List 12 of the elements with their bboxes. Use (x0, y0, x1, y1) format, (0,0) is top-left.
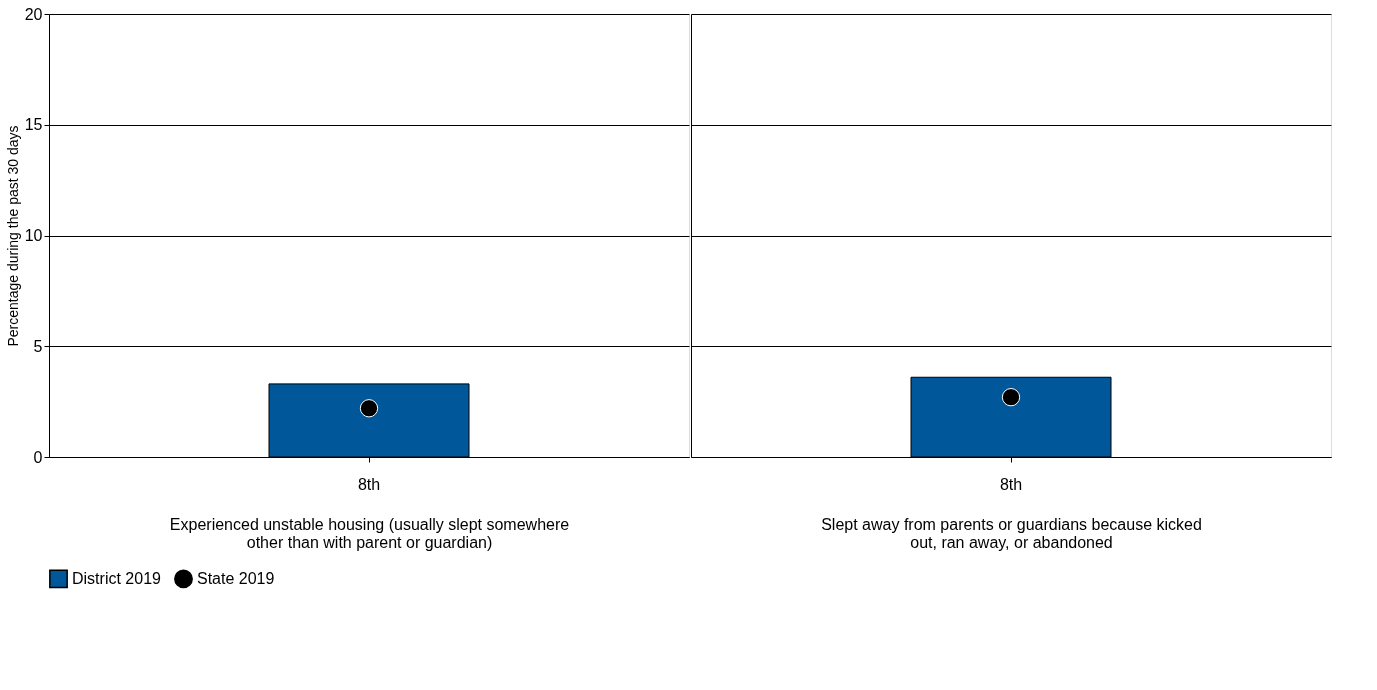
y-tick-label: 0 (33, 448, 43, 466)
legend-label: District 2019 (72, 569, 162, 587)
y-axis-title: Percentage during the past 30 days (4, 125, 21, 347)
y-tick-label: 15 (24, 116, 43, 134)
x-tick-label: 8th (357, 475, 381, 493)
y-tick-label: 10 (24, 227, 43, 244)
legend-label: State 2019 (197, 569, 275, 587)
y-tick-label: 5 (33, 337, 43, 355)
y-tick-label: 20 (24, 5, 43, 23)
x-axis-title: Experienced unstable housing (usually slept somewhere other than with parent or guardian) (169, 515, 570, 551)
x-axis-title: Slept away from parents or guardians because kicked out, ran away, or abandoned (821, 515, 1202, 551)
x-tick-label: 8th (999, 475, 1023, 493)
